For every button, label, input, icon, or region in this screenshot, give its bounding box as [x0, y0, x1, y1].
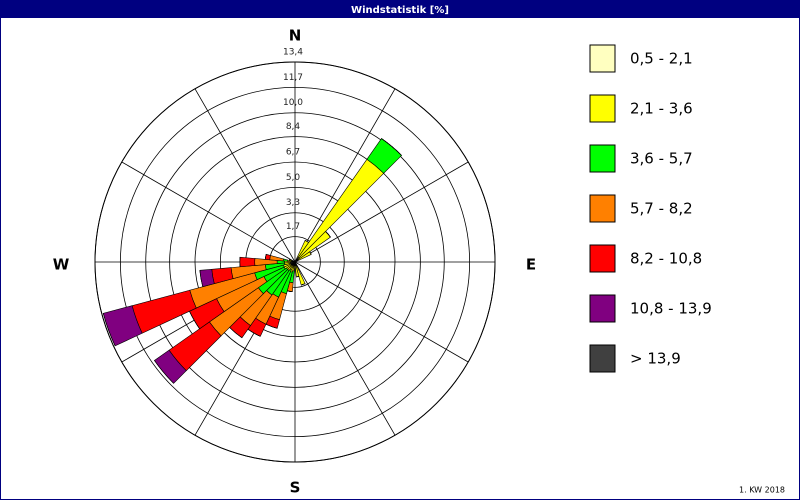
wind-wedge	[301, 283, 306, 286]
legend-label: 2,1 - 3,6	[630, 100, 693, 118]
footer: 1. KW 2018	[739, 486, 785, 495]
compass-label: E	[526, 256, 536, 274]
ring-label: 1,7	[286, 222, 300, 232]
ring-label: 10,0	[283, 98, 303, 108]
compass-label: S	[290, 479, 301, 497]
legend-swatch	[589, 94, 616, 123]
wind-wedge	[381, 138, 402, 156]
legend-swatch	[589, 194, 616, 223]
legend-swatch	[589, 244, 616, 273]
wind-wedge	[264, 254, 267, 260]
legend-label: 10,8 - 13,9	[630, 300, 712, 318]
legend-swatch	[589, 344, 616, 373]
legend-label: 3,6 - 5,7	[630, 150, 693, 168]
legend-label: 0,5 - 2,1	[630, 50, 693, 68]
grid-spoke	[294, 261, 396, 436]
chart-title: Windstatistik [%]	[351, 5, 449, 16]
grid-spoke	[294, 261, 469, 363]
legend-label: 5,7 - 8,2	[630, 200, 693, 218]
title-bar	[0, 0, 800, 18]
legend-swatch	[589, 144, 616, 173]
legend-label: 8,2 - 10,8	[630, 250, 702, 268]
ring-label: 6,7	[286, 148, 300, 158]
legend-swatch	[589, 294, 616, 323]
wind-wedge	[102, 313, 116, 347]
compass-label: N	[289, 27, 302, 45]
ring-label: 13,4	[283, 48, 303, 58]
grid-spoke	[194, 88, 296, 263]
wind-wedge	[239, 256, 256, 268]
compass-label: W	[53, 256, 70, 274]
wind-wedge	[154, 360, 174, 384]
ring-label: 3,3	[286, 198, 300, 208]
ring-label: 11,7	[283, 73, 303, 83]
ring-label: 8,4	[286, 122, 301, 132]
ring-label: 5,0	[286, 173, 301, 183]
legend-swatch	[589, 44, 616, 73]
grid-spoke	[121, 161, 296, 263]
grid-spoke	[294, 161, 469, 263]
legend-label: > 13,9	[630, 350, 681, 368]
grid-spoke	[294, 88, 396, 263]
